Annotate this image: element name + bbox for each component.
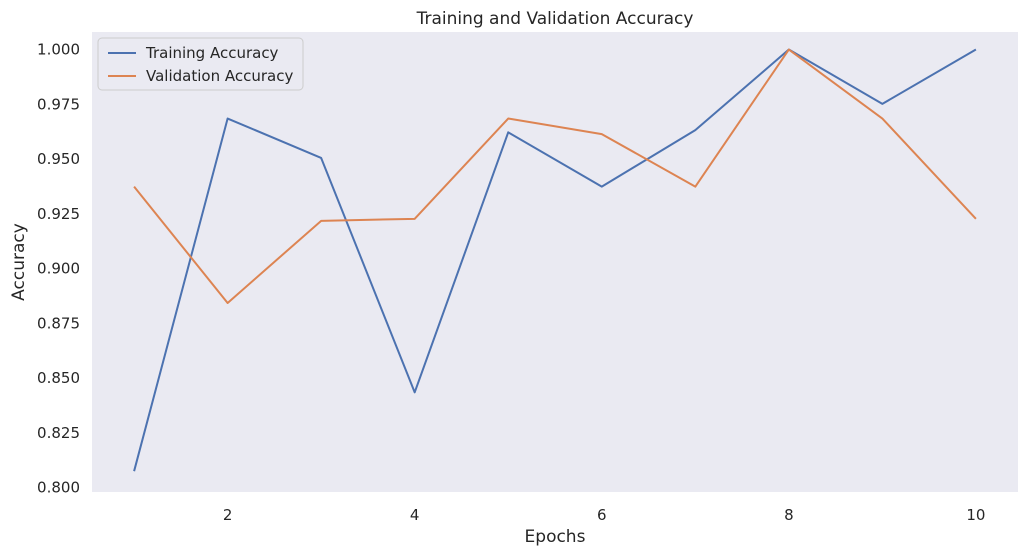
x-tick-label: 2 — [223, 506, 233, 524]
y-tick-label: 0.800 — [37, 479, 80, 497]
y-tick-label: 0.925 — [37, 205, 80, 223]
validation-accuracy-line — [133, 48, 977, 304]
y-tick-label: 1.000 — [37, 41, 80, 59]
series-layer — [133, 48, 977, 472]
legend: Training Accuracy Validation Accuracy — [97, 37, 304, 91]
chart-title: Training and Validation Accuracy — [416, 9, 694, 29]
y-tick-label: 0.975 — [37, 95, 80, 113]
x-tick-label: 6 — [597, 506, 607, 524]
training-accuracy-line — [133, 48, 977, 472]
y-axis-ticks: 0.800 0.825 0.850 0.875 0.900 0.925 0.950 0.975… — [37, 41, 80, 497]
legend-label-validation: Validation Accuracy — [146, 67, 293, 85]
x-axis-ticks: 2 4 6 8 10 — [223, 506, 986, 524]
legend-box — [97, 37, 304, 91]
y-tick-label: 0.900 — [37, 260, 80, 278]
y-axis-label: Accuracy — [9, 223, 29, 301]
legend-label-training: Training Accuracy — [145, 44, 279, 62]
plot-area — [92, 32, 1018, 492]
x-axis-label: Epochs — [525, 527, 586, 547]
y-tick-label: 0.825 — [37, 424, 80, 442]
x-tick-label: 10 — [966, 506, 985, 524]
x-tick-label: 8 — [784, 506, 794, 524]
x-tick-label: 4 — [410, 506, 420, 524]
y-tick-label: 0.950 — [37, 150, 80, 168]
y-tick-label: 0.875 — [37, 314, 80, 332]
y-tick-label: 0.850 — [37, 369, 80, 387]
